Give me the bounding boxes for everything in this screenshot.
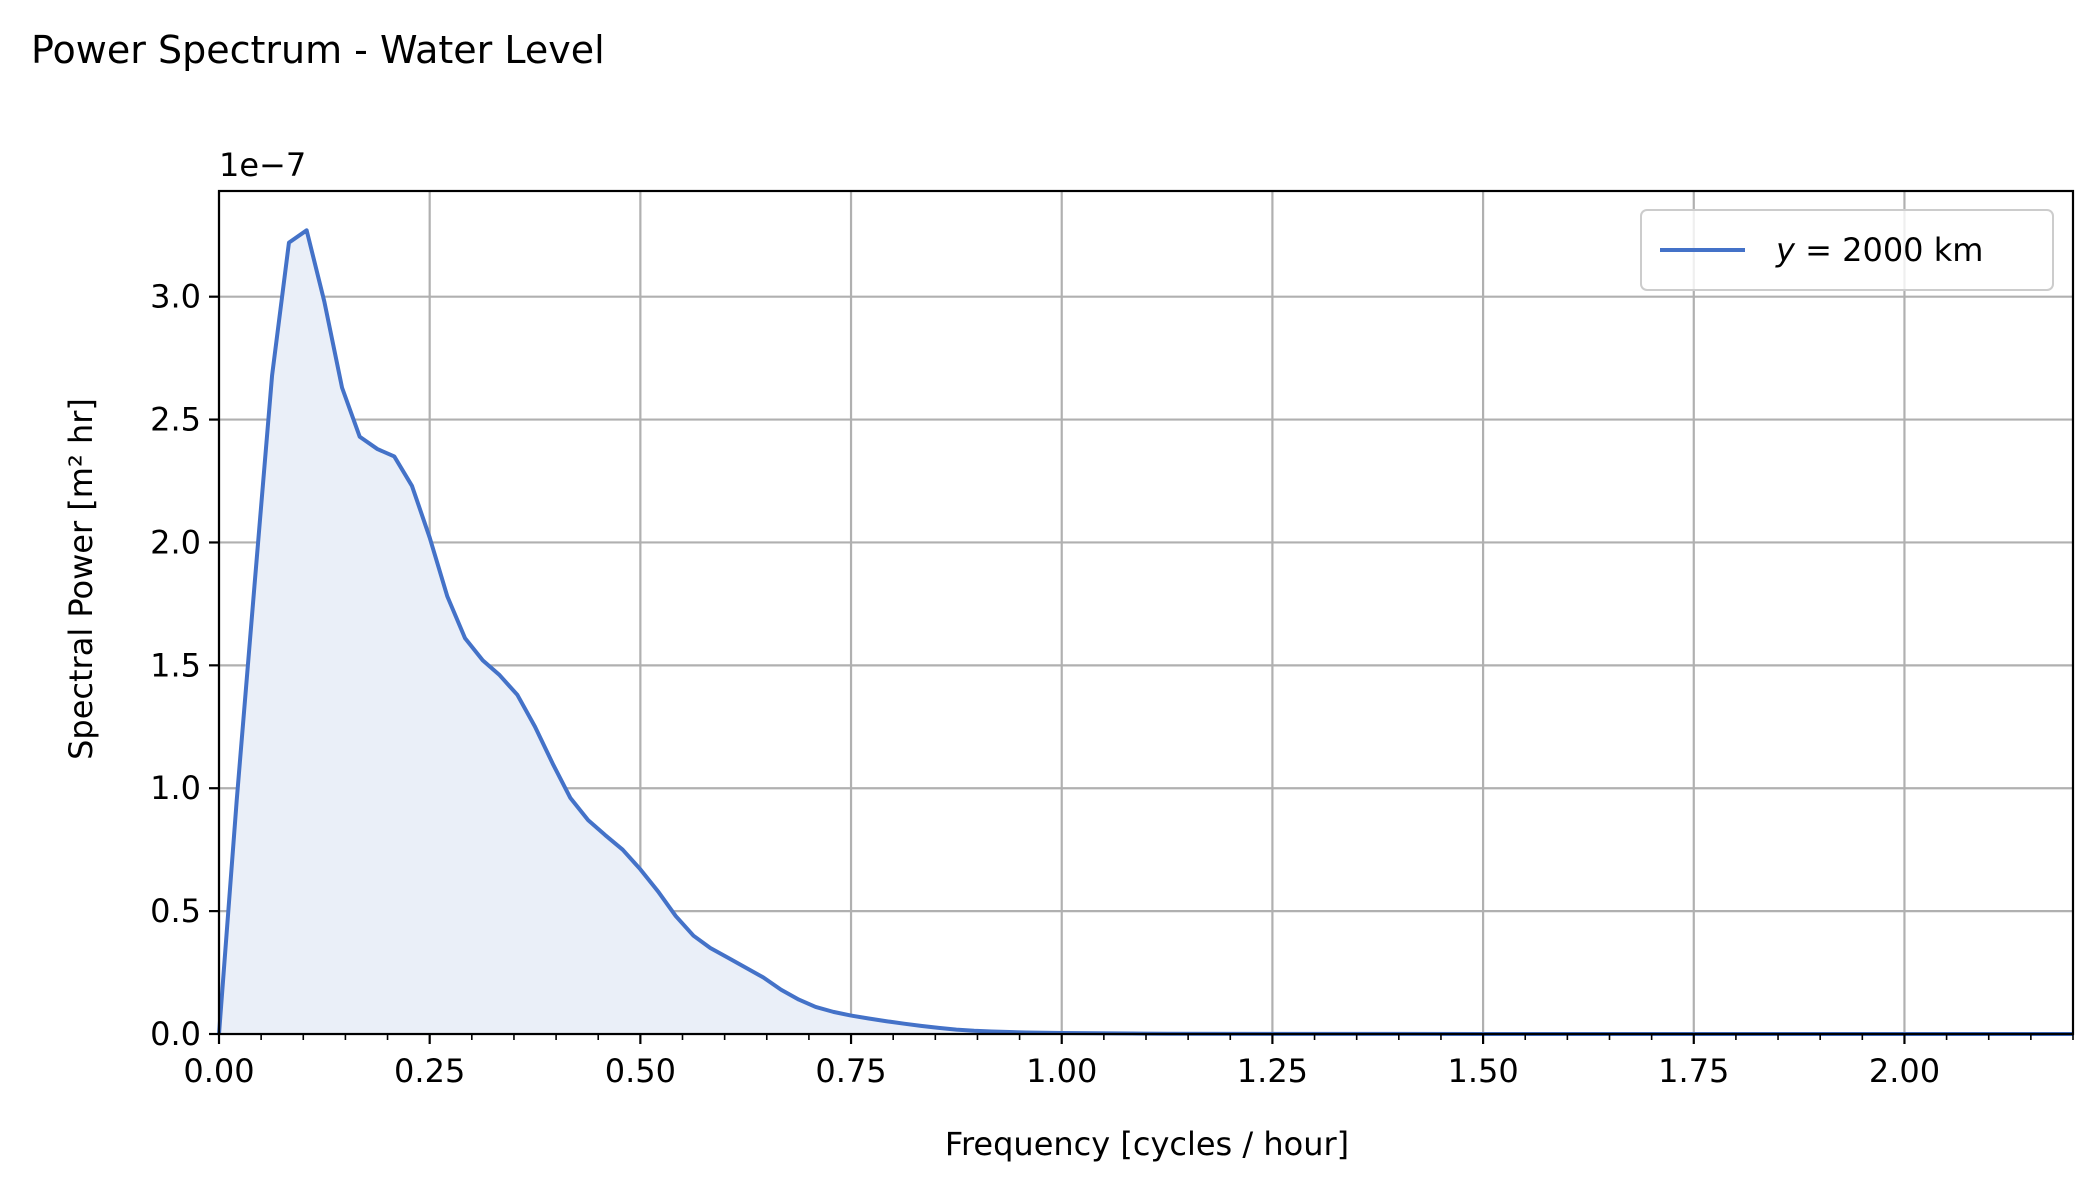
y-tick-label: 1.5 [150, 646, 201, 684]
x-tick-label: 2.00 [1869, 1052, 1940, 1090]
y-tick-label: 1.0 [150, 769, 201, 807]
y-tick-label: 3.0 [150, 278, 201, 316]
x-tick-label: 0.00 [183, 1052, 254, 1090]
x-tick-label: 1.50 [1447, 1052, 1518, 1090]
y-offset-text: 1e−7 [219, 146, 306, 184]
x-tick-label: 1.25 [1237, 1052, 1308, 1090]
legend-label-rest: = 2000 km [1795, 231, 1983, 269]
x-tick-label: 1.75 [1658, 1052, 1729, 1090]
y-tick-label: 0.0 [150, 1015, 201, 1053]
y-tick-label: 2.5 [150, 401, 201, 439]
legend-label: y = 2000 km [1775, 231, 1983, 269]
y-axis-label: Spectral Power [m² hr] [62, 398, 100, 760]
legend-box [1640, 209, 2054, 291]
x-tick-label: 0.50 [605, 1052, 676, 1090]
plot-area: 0.00 0.25 0.50 0.75 1.00 1.25 1.50 1.75 2.00 0.0 0… [150, 189, 2075, 1090]
chart-title: Power Spectrum - Water Level [31, 28, 605, 72]
ticks-layer: 0.00 0.25 0.50 0.75 1.00 1.25 1.50 1.75 2.00 0.0 0… [150, 278, 2074, 1090]
y-tick-label: 2.0 [150, 523, 201, 561]
x-tick-label: 0.75 [815, 1052, 886, 1090]
series-line [217, 228, 2074, 1036]
x-axis-label: Frequency [cycles / hour] [945, 1125, 1349, 1163]
series-area-fill [219, 230, 2073, 1034]
y-tick-label: 0.5 [150, 892, 201, 930]
x-tick-label: 1.00 [1026, 1052, 1097, 1090]
legend: y = 2000 km [1640, 209, 2054, 291]
x-tick-label: 0.25 [394, 1052, 465, 1090]
legend-label-italic: y [1775, 231, 1796, 269]
